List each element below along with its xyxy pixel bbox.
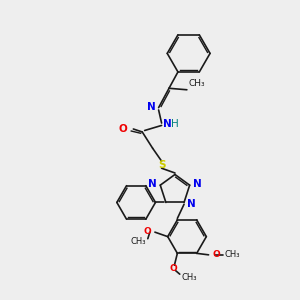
Text: N: N: [148, 102, 156, 112]
Text: CH₃: CH₃: [225, 250, 240, 259]
Text: CH₃: CH₃: [181, 273, 197, 282]
Text: S: S: [158, 160, 165, 170]
Text: N: N: [163, 119, 172, 129]
Text: H: H: [170, 119, 178, 129]
Text: O: O: [213, 250, 220, 259]
Text: O: O: [144, 227, 152, 236]
Text: N: N: [193, 179, 202, 189]
Text: CH₃: CH₃: [131, 237, 146, 246]
Text: CH₃: CH₃: [188, 79, 205, 88]
Text: O: O: [170, 264, 178, 273]
Text: N: N: [148, 179, 157, 189]
Text: N: N: [187, 199, 196, 209]
Text: O: O: [119, 124, 128, 134]
